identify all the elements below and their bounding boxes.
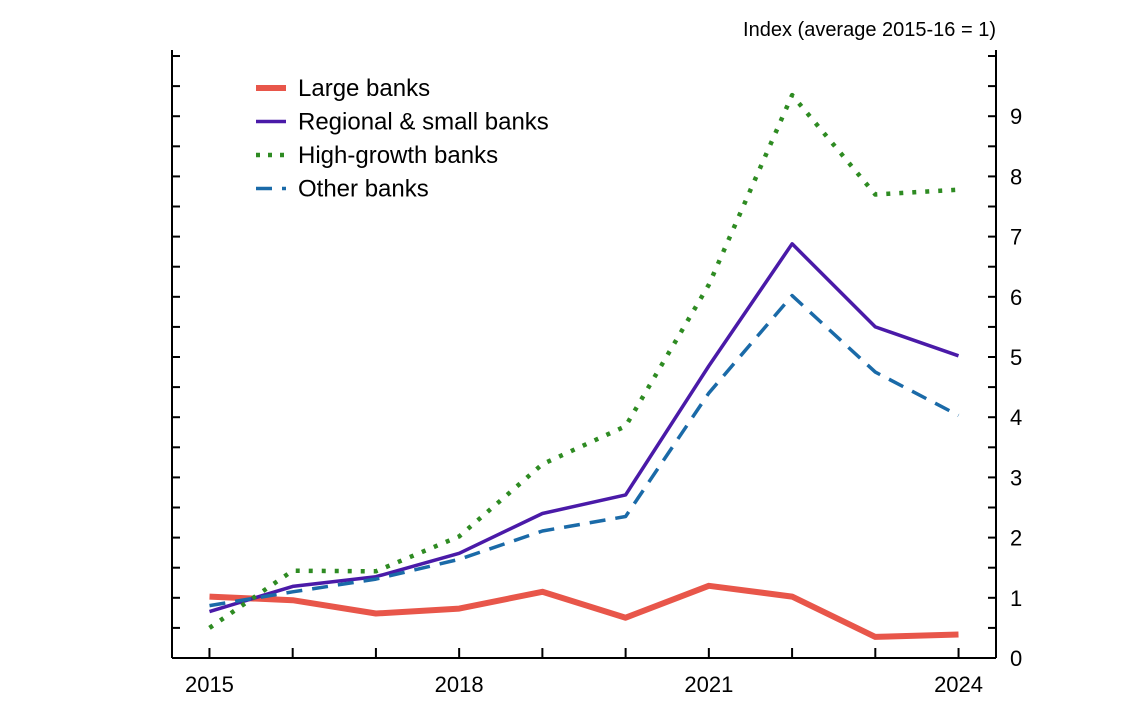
y-axis-ticks: 0 1 2 3 4 5 6 7 8 9 xyxy=(172,55,1022,671)
legend-label-large-banks: Large banks xyxy=(298,75,430,102)
x-tick-label: 2024 xyxy=(934,672,983,697)
y-axis-unit-label: Index (average 2015-16 = 1) xyxy=(743,19,996,41)
x-tick-label: 2015 xyxy=(185,672,234,697)
series-line-large-banks xyxy=(209,582,959,640)
y-tick-label: 3 xyxy=(1010,465,1022,490)
series-line-other-banks xyxy=(209,293,960,608)
x-axis-ticks: 2015 2018 2021 2024 xyxy=(185,648,983,697)
series-line-high-growth-banks xyxy=(208,92,959,630)
legend-label-high-growth-banks: High-growth banks xyxy=(298,142,498,169)
x-tick-label: 2018 xyxy=(435,672,484,697)
y-tick-label: 4 xyxy=(1010,405,1022,430)
x-tick-label: 2021 xyxy=(684,672,733,697)
legend-label-regional-small-banks: Regional & small banks xyxy=(298,109,549,136)
series-lines xyxy=(208,92,960,640)
legend: Large banks Regional & small banks High-gr… xyxy=(256,75,549,203)
legend-label-other-banks: Other banks xyxy=(298,176,429,203)
y-tick-label: 0 xyxy=(1010,646,1022,671)
y-tick-label: 9 xyxy=(1010,104,1022,129)
y-tick-label: 7 xyxy=(1010,225,1022,250)
y-tick-label: 8 xyxy=(1010,164,1022,189)
y-tick-label: 1 xyxy=(1010,586,1022,611)
y-tick-label: 5 xyxy=(1010,345,1022,370)
y-tick-label: 2 xyxy=(1010,526,1022,551)
axes xyxy=(171,50,997,659)
y-tick-label: 6 xyxy=(1010,285,1022,310)
series-line-regional-small-banks xyxy=(208,242,960,614)
